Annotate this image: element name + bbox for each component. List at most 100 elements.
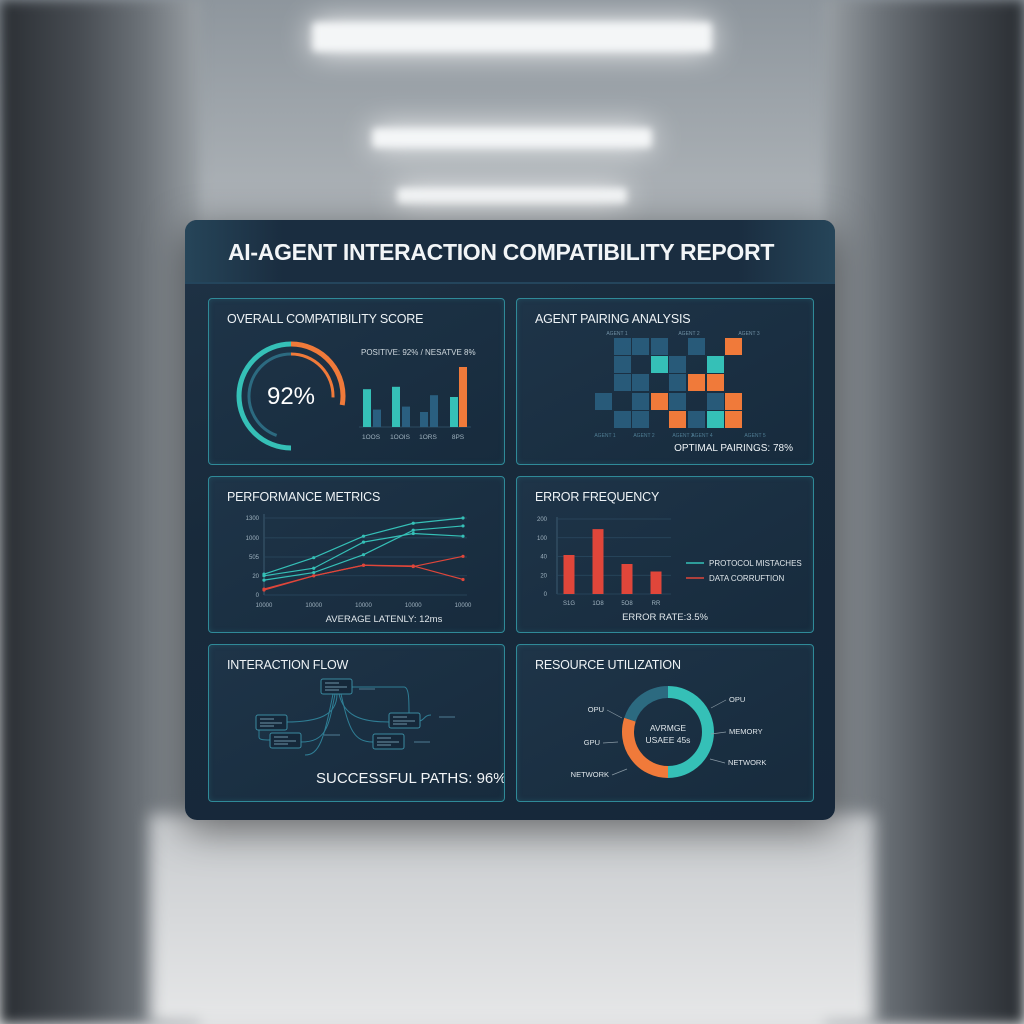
y-tick-label: 20 <box>540 573 547 579</box>
card-title: AGENT PAIRING ANALYSIS <box>535 312 691 326</box>
heatmap-cell <box>614 338 631 355</box>
y-tick-label: 20 <box>252 574 259 580</box>
data-point <box>461 554 465 558</box>
data-point <box>262 578 266 582</box>
x-tick-label: 10000 <box>355 603 372 609</box>
heatmap-cell <box>669 393 686 410</box>
heatmap-cell <box>614 356 631 373</box>
data-point <box>312 574 316 578</box>
performance-chart: AVERAGE LATENLY: 12ms 0 20 505 1000 1300 1000… <box>246 514 472 625</box>
bar-category-label: 1O8 <box>592 601 604 607</box>
ceiling-light <box>397 188 627 204</box>
heatmap-cell <box>595 393 612 410</box>
heatmap-cell <box>614 374 631 391</box>
heatmap-bottom-label: AGENT 5 <box>744 433 766 439</box>
heatmap-cell <box>669 411 686 428</box>
score-bar <box>450 397 458 427</box>
leader-line <box>710 699 727 709</box>
heatmap-cell <box>632 411 649 428</box>
y-tick-label: 0 <box>256 593 260 599</box>
heatmap-cell <box>651 338 668 355</box>
donut-label-right: OPU <box>729 695 745 704</box>
gauge-negative-arc <box>290 341 346 406</box>
data-point <box>361 553 366 557</box>
bar-category-label: S1G <box>563 601 575 607</box>
ceiling-light <box>312 22 712 52</box>
heatmap-cell <box>669 374 686 391</box>
heatmap-bottom-label: AGENT 2 <box>633 433 655 439</box>
donut-segment <box>624 686 669 722</box>
donut-label-right: MEMORY <box>729 727 763 736</box>
series-line <box>263 555 464 590</box>
heatmap-bottom-label: AGENT 4 <box>691 433 713 439</box>
error-bar <box>650 571 662 594</box>
x-tick-label: 10000 <box>256 603 273 609</box>
heatmap-cell <box>632 393 649 410</box>
leader-line <box>611 768 628 776</box>
series-line <box>263 564 464 591</box>
heatmap-cell <box>725 338 742 355</box>
data-point <box>361 540 366 544</box>
legend-label: DATA CORRUFTION <box>709 574 784 583</box>
donut-label-left: GPU <box>584 738 600 747</box>
heatmap-cell <box>632 338 649 355</box>
card-resource-utilization: RESOURCE UTILIZATION AVRMGE USAEE 45s OPU M… <box>516 644 814 802</box>
card-error-frequency: ERROR FREQUENCY ERROR RATE:3.5% 0 20 40 100… <box>516 476 814 633</box>
card-title: PERFORMANCE METRICS <box>227 490 381 504</box>
resource-donut: AVRMGE USAEE 45s OPU MEMORY NETWORK OPU GPU NET… <box>571 686 766 779</box>
y-tick-label: 505 <box>249 555 260 561</box>
card-title: INTERACTION FLOW <box>227 658 349 672</box>
leader-line <box>606 709 623 719</box>
leader-line <box>709 758 726 764</box>
gauge-inner-arc <box>247 352 292 437</box>
error-bar <box>592 529 604 594</box>
heatmap-cell <box>651 356 668 373</box>
donut-label-left: NETWORK <box>571 770 609 779</box>
data-point <box>461 577 465 582</box>
average-latency: AVERAGE LATENLY: 12ms <box>326 614 443 625</box>
successful-paths: SUCCESSFUL PATHS: 96% <box>316 770 504 787</box>
bar-category-label: RR <box>652 601 661 607</box>
flow-connector <box>258 728 271 741</box>
score-chart: 92% POSITIVE: 92% / NESATVE 8% 1OOS 1OOIS… <box>236 341 476 451</box>
heatmap-cell <box>614 411 631 428</box>
x-tick-label: 10000 <box>305 603 322 609</box>
donut-center-line2: USAEE 45s <box>646 735 691 745</box>
data-point <box>411 521 415 525</box>
y-tick-label: 200 <box>537 517 548 523</box>
heatmap-top-label: AGENT 3 <box>738 331 760 337</box>
y-tick-label: 40 <box>540 555 547 561</box>
error-chart: ERROR RATE:3.5% 0 20 40 100 200 S1G 1O8 5O8 RR PR… <box>537 517 802 623</box>
score-bar <box>402 406 410 427</box>
data-point <box>312 566 316 570</box>
score-bar <box>363 389 371 427</box>
data-point <box>262 574 266 578</box>
heatmap-cell <box>632 374 649 391</box>
data-point <box>461 524 465 528</box>
data-point <box>312 570 316 575</box>
donut-label-left: OPU <box>588 705 604 714</box>
heatmap-cell <box>725 411 742 428</box>
report-dashboard: AI-AGENT INTERACTION COMPATIBILITY REPOR… <box>185 220 835 820</box>
flow-connector <box>304 693 334 756</box>
donut-segment <box>667 686 714 778</box>
score-bar <box>392 386 400 427</box>
flow-connector <box>418 714 432 722</box>
score-bar <box>420 412 428 427</box>
flow-connector <box>285 693 338 723</box>
heatmap-cell <box>651 393 668 410</box>
score-bar <box>459 367 467 427</box>
donut-label-right: NETWORK <box>728 758 766 767</box>
heatmap-cell <box>707 356 724 373</box>
error-rate: ERROR RATE:3.5% <box>622 612 708 623</box>
heatmap-bottom-label: AGENT 3 <box>672 433 694 439</box>
optimal-pairings: OPTIMAL PAIRINGS: 78% <box>674 443 793 454</box>
pairing-heatmap: OPTIMAL PAIRINGS: 78% AGENT 1 AGENT 2 AGEN… <box>594 331 793 454</box>
heatmap-bottom-label: AGENT 1 <box>594 433 616 439</box>
data-point <box>461 516 465 520</box>
score-subtitle: POSITIVE: 92% / NESATVE 8% <box>361 348 476 357</box>
card-title: ERROR FREQUENCY <box>535 490 660 504</box>
error-bar <box>621 564 633 594</box>
heatmap-top-label: AGENT 1 <box>606 331 628 337</box>
card-overall-compatibility: OVERALL COMPATIBILITY SCORE 92% POSITIVE… <box>208 298 505 465</box>
